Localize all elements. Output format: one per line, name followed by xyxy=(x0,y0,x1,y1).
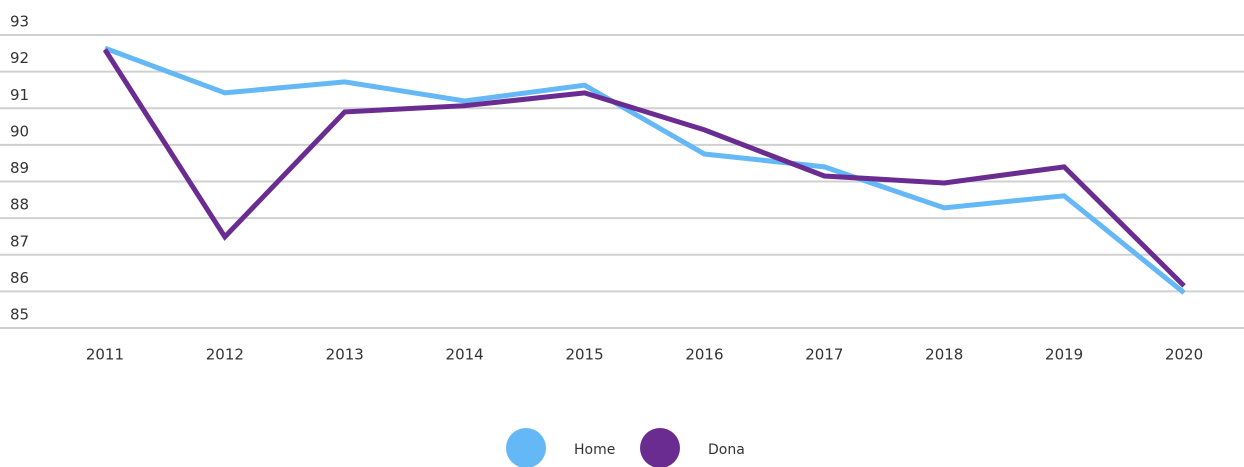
x-tick-label: 2015 xyxy=(565,346,603,364)
line-series xyxy=(102,48,1186,288)
legend-label: Dona xyxy=(708,442,745,458)
x-tick-label: 2014 xyxy=(446,346,484,364)
x-tick-label: 2012 xyxy=(206,346,244,364)
y-tick-label: 92 xyxy=(10,49,29,67)
y-tick-label: 86 xyxy=(10,269,29,287)
y-tick-label: 91 xyxy=(10,86,29,104)
line-series xyxy=(104,45,1186,295)
y-tick-label: 87 xyxy=(10,232,29,250)
y-tick-label: 93 xyxy=(10,13,29,31)
x-tick-label: 2020 xyxy=(1165,346,1203,364)
legend-swatch xyxy=(640,428,680,467)
x-tick-label: 2016 xyxy=(685,346,723,364)
y-tick-label: 88 xyxy=(10,196,29,214)
x-tick-label: 2017 xyxy=(805,346,843,364)
y-tick-label: 85 xyxy=(10,306,29,324)
y-tick-label: 90 xyxy=(10,122,29,140)
x-tick-label: 2018 xyxy=(925,346,963,364)
y-tick-label: 89 xyxy=(10,159,29,177)
x-tick-label: 2011 xyxy=(86,346,124,364)
legend-label: Home xyxy=(574,442,615,458)
legend-swatch xyxy=(506,428,546,467)
x-tick-label: 2013 xyxy=(326,346,364,364)
x-tick-label: 2019 xyxy=(1045,346,1083,364)
